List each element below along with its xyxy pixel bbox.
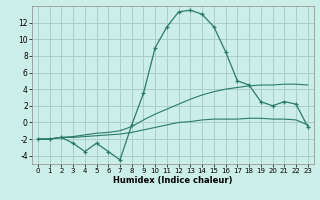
X-axis label: Humidex (Indice chaleur): Humidex (Indice chaleur) [113, 176, 233, 185]
